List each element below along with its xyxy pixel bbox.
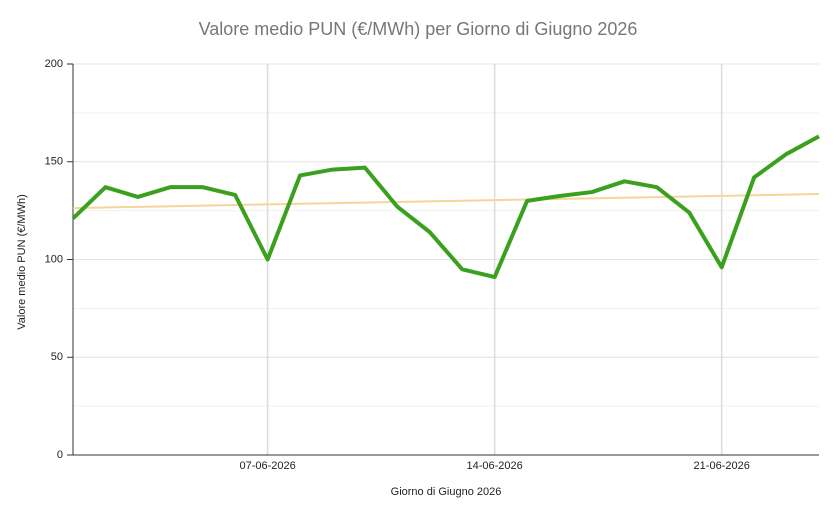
data-line <box>71 134 820 280</box>
y-tick-label: 100 <box>45 253 63 265</box>
x-tick-label: 07-06-2026 <box>239 460 295 472</box>
y-tick-label: 150 <box>45 156 63 168</box>
x-tick-label: 21-06-2026 <box>694 460 750 472</box>
trend-line <box>72 193 820 210</box>
x-tick-label: 14-06-2026 <box>467 460 523 472</box>
chart-title: Valore medio PUN (€/MWh) per Giorno di G… <box>199 19 638 39</box>
y-tick-label: 200 <box>45 58 63 70</box>
x-axis-label: Giorno di Giugno 2026 <box>391 486 502 498</box>
y-tick-label: 0 <box>57 449 63 461</box>
y-axis-label: Valore medio PUN (€/MWh) <box>16 194 28 330</box>
y-tick-label: 50 <box>51 351 63 363</box>
